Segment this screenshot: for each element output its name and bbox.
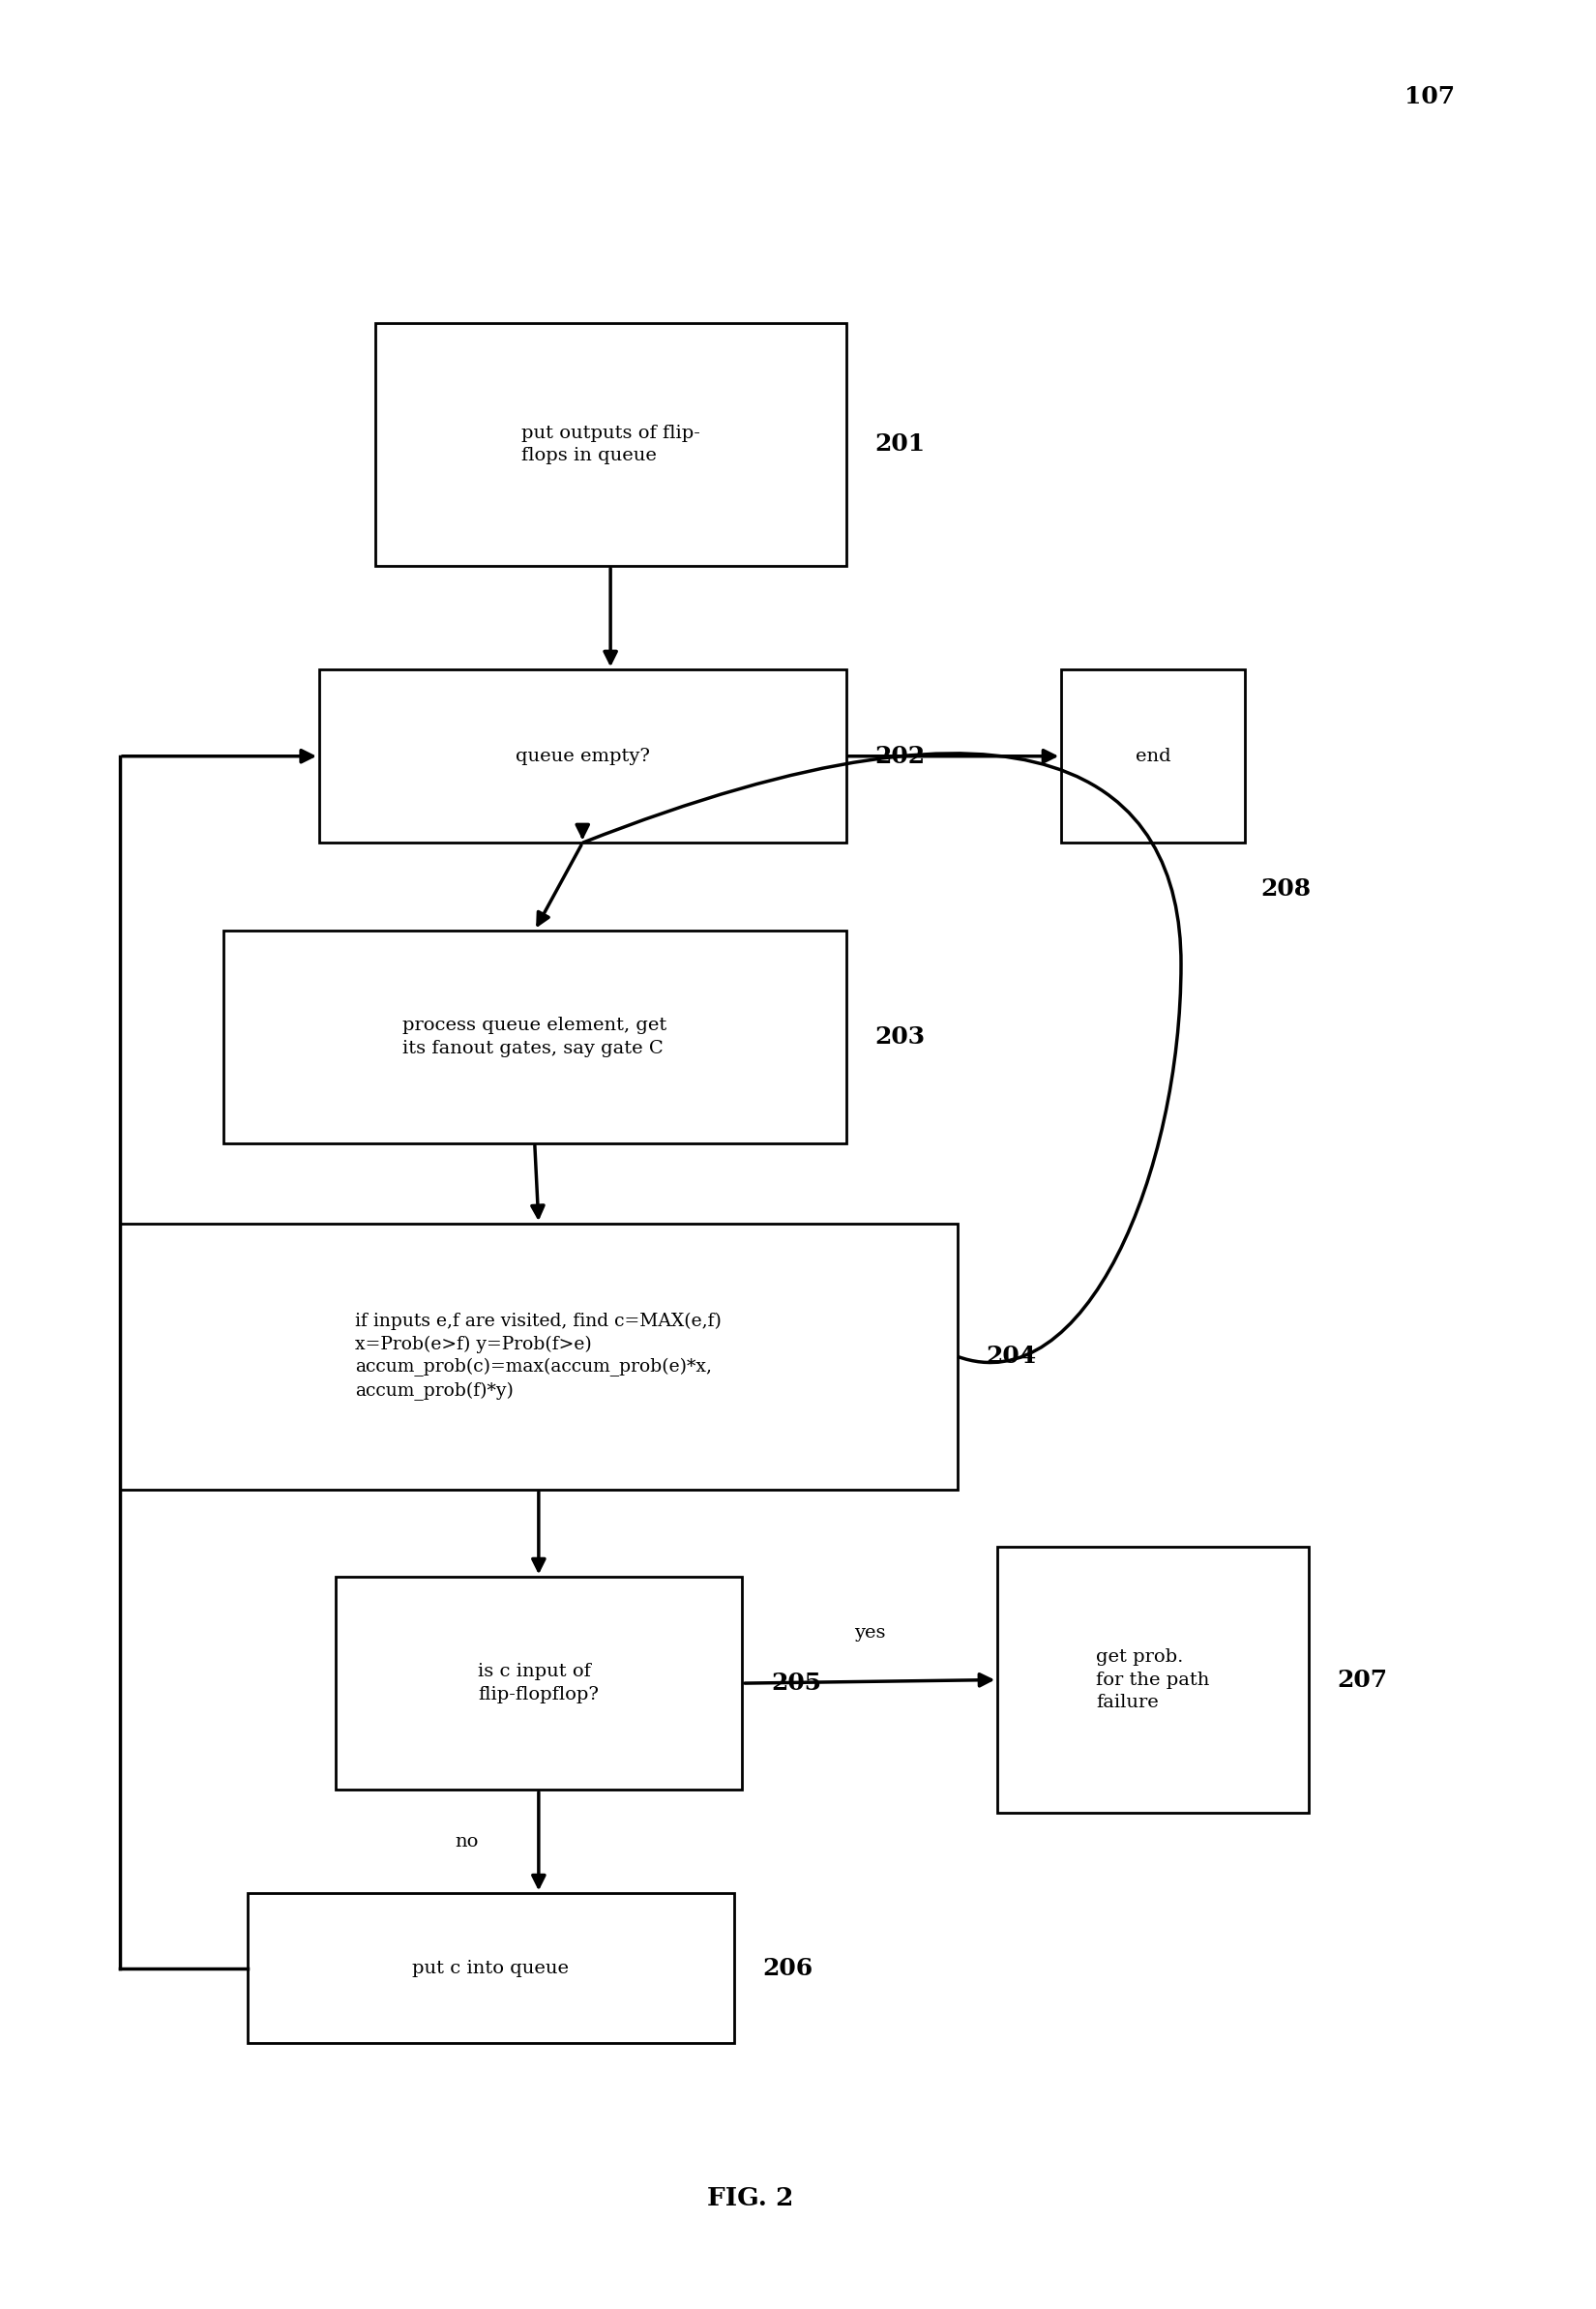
Text: 208: 208 bbox=[1261, 877, 1312, 901]
FancyBboxPatch shape bbox=[375, 323, 846, 566]
FancyBboxPatch shape bbox=[319, 670, 846, 843]
Text: 205: 205 bbox=[771, 1672, 822, 1695]
Text: 201: 201 bbox=[875, 432, 926, 457]
Text: if inputs e,f are visited, find c=MAX(e,f)
x=Prob(e>f) y=Prob(f>e)
accum_prob(c): if inputs e,f are visited, find c=MAX(e,… bbox=[356, 1312, 721, 1402]
Text: is c input of
flip-flopflop?: is c input of flip-flopflop? bbox=[479, 1662, 598, 1704]
FancyBboxPatch shape bbox=[335, 1577, 742, 1789]
Text: no: no bbox=[455, 1833, 479, 1850]
FancyBboxPatch shape bbox=[1061, 670, 1245, 843]
Text: process queue element, get
its fanout gates, say gate C: process queue element, get its fanout ga… bbox=[402, 1016, 667, 1058]
FancyBboxPatch shape bbox=[998, 1547, 1309, 1813]
Text: get prob.
for the path
failure: get prob. for the path failure bbox=[1096, 1649, 1210, 1711]
Text: 204: 204 bbox=[986, 1344, 1037, 1369]
Text: yes: yes bbox=[854, 1623, 886, 1642]
Text: 207: 207 bbox=[1337, 1667, 1389, 1692]
Text: FIG. 2: FIG. 2 bbox=[707, 2187, 793, 2210]
FancyBboxPatch shape bbox=[223, 931, 846, 1143]
Text: 206: 206 bbox=[763, 1956, 814, 1981]
FancyBboxPatch shape bbox=[120, 1224, 958, 1489]
Text: 202: 202 bbox=[875, 743, 926, 769]
FancyBboxPatch shape bbox=[247, 1893, 734, 2043]
Text: put c into queue: put c into queue bbox=[412, 1960, 570, 1977]
Text: queue empty?: queue empty? bbox=[516, 748, 650, 764]
Text: put outputs of flip-
flops in queue: put outputs of flip- flops in queue bbox=[520, 425, 701, 464]
Text: end: end bbox=[1135, 748, 1171, 764]
Text: 203: 203 bbox=[875, 1025, 926, 1048]
Text: 107: 107 bbox=[1404, 85, 1456, 109]
